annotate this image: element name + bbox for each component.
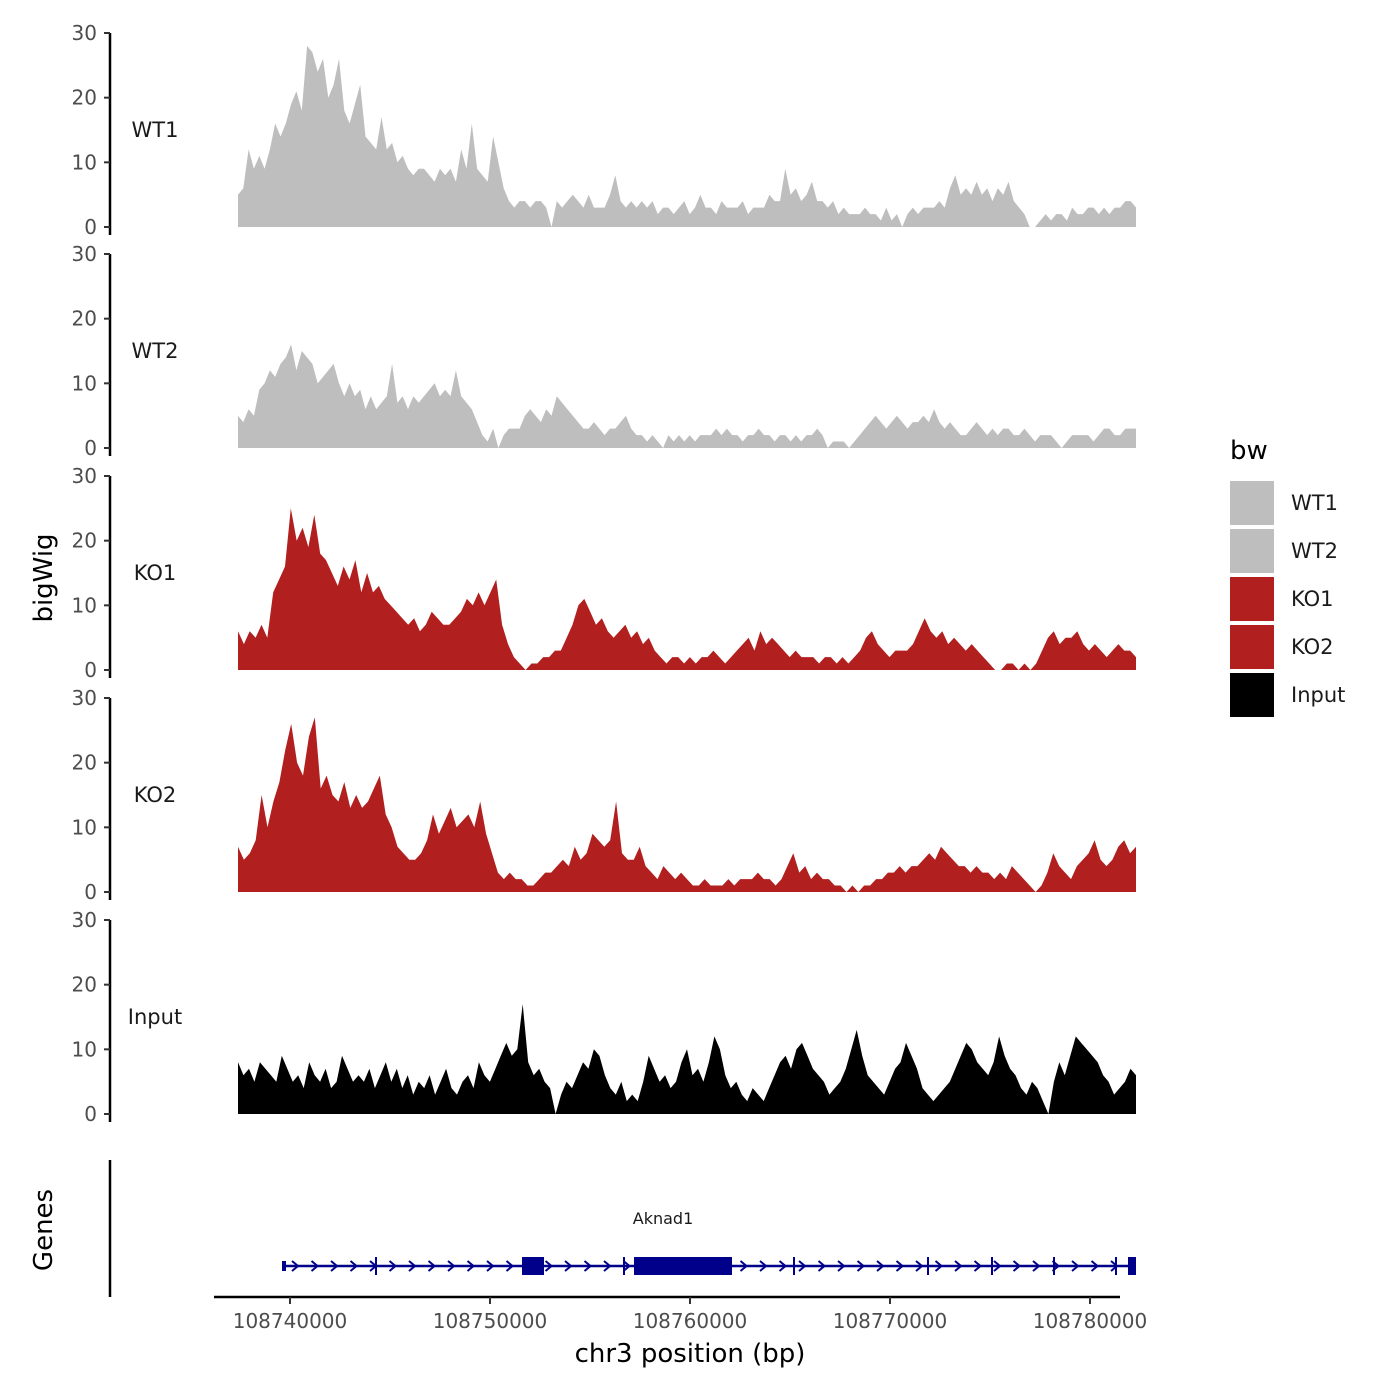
strand-arrow (778, 1260, 788, 1272)
y-tick-label: 20 (72, 973, 97, 997)
strand-arrow (954, 1260, 963, 1272)
x-tick-label: 108770000 (833, 1309, 948, 1333)
track-wt1: 0 10 20 30 WT1 (72, 21, 1136, 239)
strand-arrow (1090, 1260, 1100, 1272)
y-tick-label: 30 (72, 21, 97, 45)
gene-name-label: Aknad1 (633, 1209, 694, 1228)
exon (522, 1257, 544, 1275)
strand-arrow (798, 1260, 807, 1272)
bigwig-tracks: 0 10 20 30 WT1 0 10 20 30 WT2 0 10 20 30 KO1 0 10 20 30 KO2… (72, 21, 1136, 1126)
area-ko2 (238, 717, 1136, 892)
legend-label-wt2: WT2 (1291, 539, 1338, 563)
strand-arrow (310, 1260, 320, 1272)
strand-arrow (603, 1260, 612, 1272)
track-ko1: 0 10 20 30 KO1 (72, 464, 1136, 682)
track-label-ko1: KO1 (134, 561, 177, 585)
legend-label-ko1: KO1 (1291, 587, 1334, 611)
x-axis: 108740000 108750000 108760000 108770000 1087… (214, 1295, 1148, 1333)
area-wt2 (238, 344, 1136, 448)
legend-title: bw (1230, 436, 1268, 466)
y-axis-title: bigWig (29, 533, 59, 622)
track-ko2: 0 10 20 30 KO2 (72, 686, 1136, 904)
strand-arrow (973, 1260, 983, 1272)
strand-arrow (759, 1260, 768, 1272)
x-axis-title: chr3 position (bp) (575, 1339, 806, 1369)
legend-key-wt1 (1230, 481, 1274, 525)
strand-arrow (837, 1260, 846, 1272)
strand-arrow (427, 1260, 437, 1272)
strand-arrow (564, 1260, 573, 1272)
y-tick-label: 20 (72, 751, 97, 775)
track-label-wt2: WT2 (132, 339, 179, 363)
y-tick-label: 10 (72, 1037, 97, 1061)
strand-arrow (739, 1260, 749, 1272)
legend-label-ko2: KO2 (1291, 635, 1334, 659)
area-wt1 (238, 45, 1136, 228)
exon (282, 1261, 286, 1271)
x-tick-label: 108760000 (633, 1309, 748, 1333)
strand-arrow (466, 1260, 476, 1272)
strand-arrow (1071, 1260, 1080, 1272)
legend-label-input: Input (1291, 683, 1345, 707)
strand-arrow (856, 1260, 866, 1272)
strand-arrow (817, 1260, 827, 1272)
gene-track: Aknad1 (108, 1160, 1136, 1297)
y-tick-label: 20 (72, 529, 97, 553)
legend: bw WT1 WT2 KO1 KO2 Input (1230, 436, 1345, 717)
y-tick-label: 0 (84, 658, 97, 682)
area-input (238, 1004, 1136, 1114)
y-tick-label: 10 (72, 593, 97, 617)
x-tick-label: 108740000 (233, 1309, 348, 1333)
y-tick-label: 20 (72, 307, 97, 331)
track-input: 0 10 20 30 Input (72, 908, 1136, 1126)
y-tick-label: 10 (72, 371, 97, 395)
strand-arrow (915, 1260, 924, 1272)
strand-arrow (1012, 1260, 1022, 1272)
strand-arrow (486, 1260, 495, 1272)
y-tick-label: 10 (72, 815, 97, 839)
strand-arrow (544, 1260, 554, 1272)
y-tick-label: 30 (72, 908, 97, 932)
legend-key-ko1 (1230, 577, 1274, 621)
strand-arrow (408, 1260, 417, 1272)
y-tick-label: 10 (72, 150, 97, 174)
track-wt2: 0 10 20 30 WT2 (72, 242, 1136, 460)
exon (1128, 1257, 1136, 1275)
strand-arrow (388, 1260, 398, 1272)
strand-arrow (895, 1260, 905, 1272)
legend-key-input (1230, 673, 1274, 717)
strand-arrow (1032, 1260, 1041, 1272)
y-tick-label: 30 (72, 242, 97, 266)
strand-arrow (291, 1260, 300, 1272)
strand-arrow (505, 1260, 515, 1272)
x-tick-label: 108780000 (1033, 1309, 1148, 1333)
track-label-wt1: WT1 (132, 118, 179, 142)
track-label-ko2: KO2 (134, 783, 177, 807)
y-tick-label: 0 (84, 880, 97, 904)
strand-arrow (583, 1260, 593, 1272)
x-tick-label: 108750000 (433, 1309, 548, 1333)
y-tick-label: 30 (72, 686, 97, 710)
exon (634, 1257, 732, 1275)
legend-label-wt1: WT1 (1291, 491, 1338, 515)
strand-arrow (993, 1260, 1002, 1272)
y-tick-label: 20 (72, 86, 97, 110)
y-tick-label: 0 (84, 215, 97, 239)
strand-arrow (447, 1260, 456, 1272)
strand-arrow (876, 1260, 885, 1272)
area-ko1 (238, 508, 1136, 670)
legend-key-wt2 (1230, 529, 1274, 573)
y-tick-label: 30 (72, 464, 97, 488)
y-tick-label: 0 (84, 436, 97, 460)
strand-arrow (934, 1260, 944, 1272)
genes-axis-title: Genes (29, 1189, 59, 1271)
legend-key-ko2 (1230, 625, 1274, 669)
y-tick-label: 0 (84, 1102, 97, 1126)
strand-arrow (622, 1260, 632, 1272)
track-label-input: Input (128, 1005, 182, 1029)
strand-arrow (330, 1260, 339, 1272)
strand-arrow (349, 1260, 359, 1272)
